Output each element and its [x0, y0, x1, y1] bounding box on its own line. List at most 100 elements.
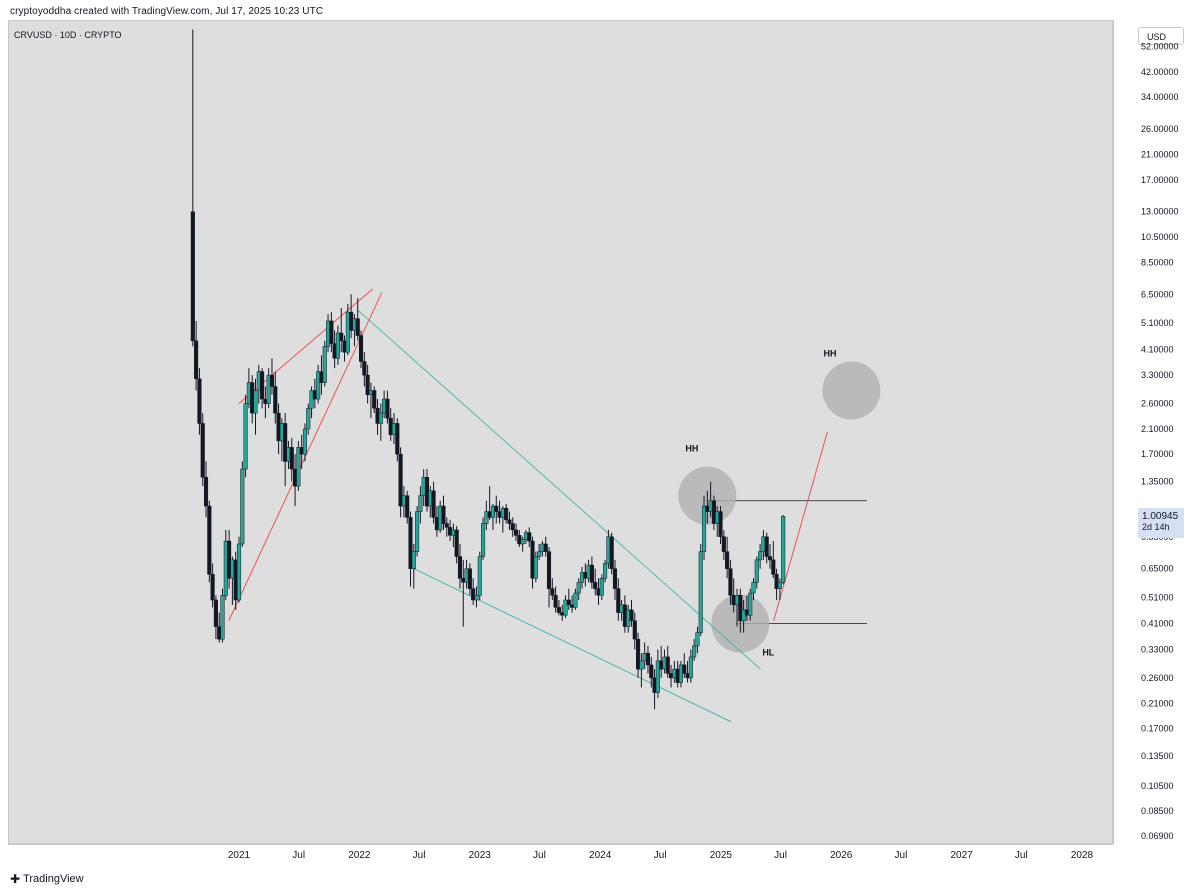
candle-body: [649, 664, 654, 679]
candle-body: [603, 563, 608, 579]
candle-body: [266, 374, 271, 404]
price-axis[interactable]: [1113, 20, 1200, 844]
y-tick-label: 1.70000: [1141, 449, 1174, 459]
candle-body: [774, 574, 779, 589]
candle-body: [190, 211, 195, 342]
candle-body: [655, 660, 660, 693]
candle-body: [306, 407, 311, 430]
candle-body: [566, 599, 571, 606]
candle-body: [378, 412, 383, 424]
candle-body: [754, 559, 759, 583]
y-tick-label: 1.35000: [1141, 477, 1174, 487]
candle-body: [718, 511, 723, 538]
candle-body: [457, 556, 463, 579]
candle-body: [283, 423, 288, 462]
y-tick-label: 0.21000: [1141, 698, 1174, 708]
candle-body: [309, 390, 314, 409]
candle-body: [395, 423, 400, 455]
candle-body: [777, 582, 782, 589]
candle-body: [682, 664, 687, 674]
candle-body: [513, 529, 519, 536]
candle-body: [701, 505, 707, 552]
teal-trendline: [357, 309, 761, 670]
footer-brand-label: TradingView: [23, 873, 84, 885]
annotation-label: HL: [762, 648, 774, 658]
candle-body: [358, 335, 364, 362]
tradingview-logo-icon: ✚: [10, 872, 20, 886]
y-tick-label: 0.65000: [1141, 564, 1174, 574]
candle-body: [194, 340, 199, 380]
candle-body: [645, 652, 651, 666]
time-axis[interactable]: [8, 844, 1113, 866]
candle-body: [273, 386, 278, 414]
y-tick-label: 6.50000: [1141, 289, 1174, 299]
candle-body: [362, 361, 367, 376]
candle-body: [781, 516, 786, 583]
candle-body: [200, 423, 205, 478]
candle-body: [748, 592, 753, 616]
symbol-legend[interactable]: CRVUSD · 10D · CRYPTO: [14, 30, 122, 40]
candle-body: [329, 320, 334, 344]
candle-body: [573, 592, 578, 608]
candle-body: [678, 664, 683, 683]
candle-body: [240, 468, 245, 545]
candle-body: [758, 551, 763, 561]
candle-body: [253, 390, 258, 414]
y-tick-label: 0.10500: [1141, 781, 1174, 791]
x-tick-label: Jul: [1015, 850, 1028, 861]
candle-body: [269, 374, 275, 387]
currency-selector[interactable]: USD: [1138, 27, 1184, 45]
x-tick-label: Jul: [413, 850, 426, 861]
y-tick-label: 0.08500: [1141, 806, 1174, 816]
candle-body: [441, 505, 446, 524]
candle-body: [322, 346, 327, 383]
candle-body: [665, 656, 670, 674]
candle-body: [474, 595, 479, 601]
y-tick-label: 5.10000: [1141, 318, 1174, 328]
candle-body: [203, 477, 209, 507]
candle-body: [418, 495, 423, 512]
y-tick-label: 0.51000: [1141, 593, 1174, 603]
footer-brand[interactable]: ✚ TradingView: [10, 872, 84, 886]
candle-body: [236, 543, 242, 601]
candle-body: [589, 564, 594, 583]
x-tick-label: 2026: [830, 850, 853, 861]
y-tick-label: 4.10000: [1141, 344, 1174, 354]
chart-plot-area[interactable]: [8, 20, 1113, 844]
y-tick-label: 42.00000: [1141, 67, 1179, 77]
y-tick-label: 21.00000: [1141, 150, 1179, 160]
last-price-tag: 1.00945 2d 14h: [1138, 508, 1184, 538]
candle-body: [467, 568, 472, 589]
y-tick-label: 8.50000: [1141, 257, 1174, 267]
candle-body: [243, 403, 248, 470]
candle-body: [504, 507, 509, 521]
candle-body: [471, 588, 476, 601]
y-tick-label: 0.33000: [1141, 645, 1174, 655]
annotation-label: HH: [823, 349, 836, 359]
candle-body: [550, 588, 555, 596]
annotation-label: HH: [685, 444, 698, 454]
candle-body: [213, 599, 218, 627]
candle-body: [454, 529, 459, 557]
candle-body: [210, 574, 215, 601]
y-tick-label: 34.00000: [1141, 92, 1179, 102]
candle-body: [764, 536, 769, 557]
candle-body: [494, 505, 499, 512]
candle-body: [510, 523, 515, 531]
candle-body: [771, 559, 776, 575]
x-tick-label: Jul: [292, 850, 305, 861]
candle-body: [751, 582, 756, 594]
candle-body: [616, 588, 621, 613]
y-tick-label: 2.10000: [1141, 424, 1174, 434]
candle-body: [725, 551, 730, 569]
candle-body: [431, 490, 436, 518]
candle-body: [546, 551, 552, 589]
candle-body: [629, 609, 634, 622]
chart-header-caption: cryptoyoddha created with TradingView.co…: [10, 6, 324, 17]
candle-body: [767, 556, 773, 561]
candle-body: [355, 318, 360, 336]
plot-layer: [190, 29, 881, 723]
y-tick-label: 10.50000: [1141, 232, 1179, 242]
candle-body: [365, 374, 370, 395]
